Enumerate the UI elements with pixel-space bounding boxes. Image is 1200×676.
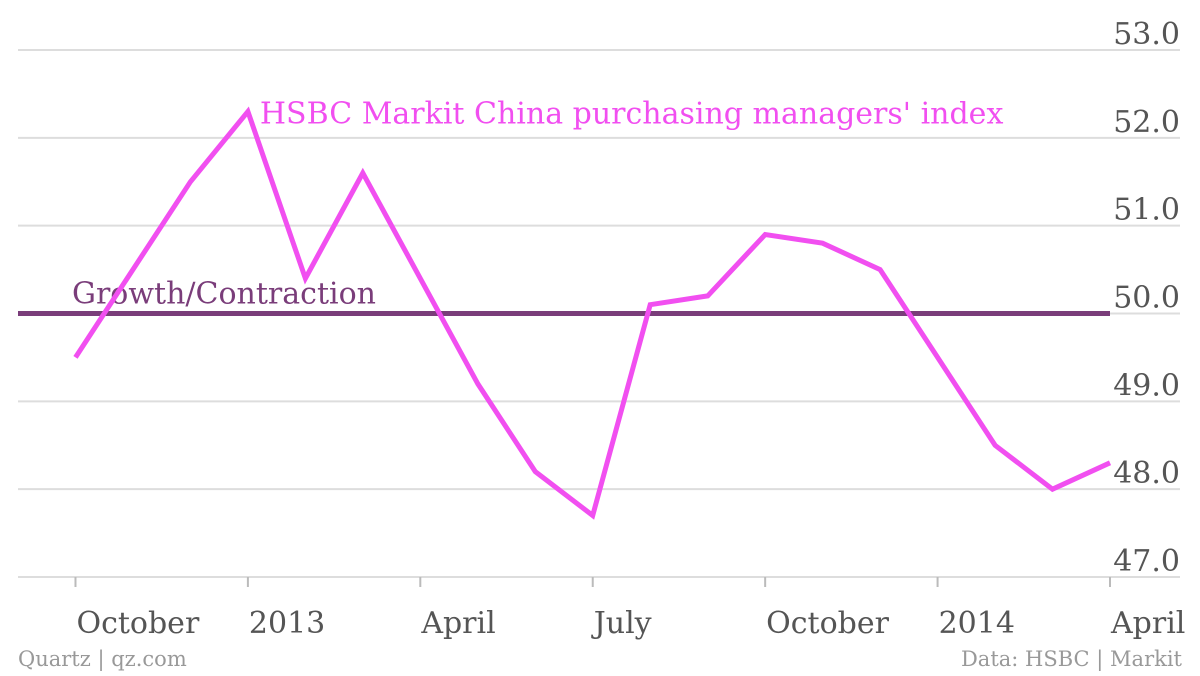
x-tick-label: 2014 xyxy=(939,606,1015,640)
growth-contraction-line: Growth/Contraction xyxy=(18,277,1110,316)
y-tick-label: 51.0 xyxy=(1113,193,1180,228)
x-tick-label: 2013 xyxy=(249,606,325,640)
x-tick-label: October xyxy=(76,606,199,640)
footer-credit: Quartz | qz.com xyxy=(18,647,187,671)
pmi-series-label: HSBC Markit China purchasing managers' i… xyxy=(260,96,1004,131)
series-lines xyxy=(73,106,1112,520)
y-tick-label: 48.0 xyxy=(1113,456,1180,491)
footer-source: Data: HSBC | Markit xyxy=(960,647,1182,671)
pmi-series-line xyxy=(73,106,1112,520)
y-tick-label: 50.0 xyxy=(1113,281,1180,316)
y-tick-label: 49.0 xyxy=(1113,368,1180,403)
y-tick-label: 53.0 xyxy=(1113,17,1180,52)
pmi-line-chart: October 2013 April July October 2014 April 53.… xyxy=(18,17,1185,640)
series-labels: HSBC Markit China purchasing managers' i… xyxy=(260,96,1004,131)
x-tick-label: October xyxy=(766,606,889,640)
y-tick-label: 47.0 xyxy=(1113,544,1180,579)
x-tick-label: July xyxy=(591,606,652,640)
y-axis-tick-labels: 53.0 52.0 51.0 50.0 49.0 48.0 47.0 xyxy=(1113,17,1180,579)
x-tick-label: April xyxy=(420,606,495,640)
y-tick-label: 52.0 xyxy=(1113,105,1180,140)
x-axis-ticks: October 2013 April July October 2014 April xyxy=(74,577,1185,640)
x-tick-label: April xyxy=(1110,606,1185,640)
